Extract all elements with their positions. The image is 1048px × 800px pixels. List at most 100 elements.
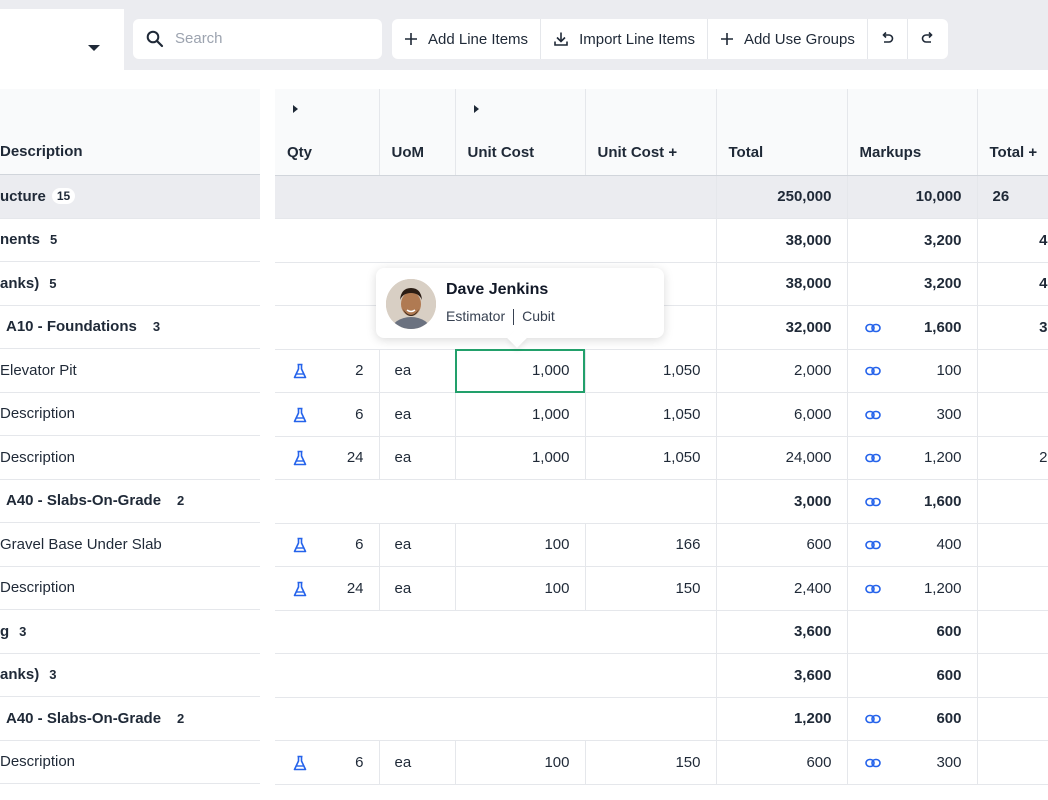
total-plus-cell[interactable] — [977, 349, 1048, 393]
total-cell[interactable]: 2,000 — [716, 349, 848, 393]
group-by-dropdown[interactable] — [0, 9, 124, 70]
flask-icon[interactable] — [293, 581, 307, 597]
unit-cost-cell-selected[interactable]: 1,000 — [455, 349, 586, 393]
total-plus-cell[interactable]: 4 — [977, 262, 1048, 306]
markups-cell[interactable]: 100 — [847, 349, 978, 393]
total-plus-cell[interactable] — [977, 566, 1048, 611]
unit-cost-plus-header[interactable]: Unit Cost + — [585, 89, 717, 176]
table-row[interactable]: 1,200 600 — [275, 697, 1048, 741]
total-cell[interactable]: 32,000 — [716, 305, 848, 350]
link-icon[interactable] — [864, 584, 881, 594]
total-cell[interactable]: 2,400 — [716, 566, 848, 611]
link-icon[interactable] — [864, 453, 881, 463]
unit-cost-plus-cell[interactable]: 1,050 — [585, 392, 717, 437]
expand-caret-icon[interactable] — [293, 105, 298, 113]
description-header[interactable]: Description — [0, 89, 260, 175]
flask-icon[interactable] — [293, 407, 307, 423]
line-item-row[interactable]: Description — [0, 741, 260, 784]
markups-cell[interactable]: 1,200 — [847, 566, 978, 611]
flask-icon[interactable] — [293, 537, 307, 553]
search-input[interactable]: Search — [133, 19, 382, 59]
group-row[interactable]: anks) 5 — [0, 262, 260, 306]
total-plus-cell[interactable]: 26 — [977, 175, 1048, 219]
group-row[interactable]: anks) 3 — [0, 654, 260, 697]
unit-cost-cell[interactable]: 100 — [455, 740, 586, 785]
total-plus-cell[interactable] — [977, 740, 1048, 785]
markups-cell[interactable]: 10,000 — [847, 175, 978, 219]
total-cell[interactable]: 250,000 — [716, 175, 848, 219]
link-icon[interactable] — [864, 323, 881, 333]
add-line-items-button[interactable]: Add Line Items — [392, 19, 542, 59]
uom-header[interactable]: UoM — [379, 89, 456, 176]
line-item-row[interactable]: Elevator Pit — [0, 349, 260, 393]
markups-cell[interactable]: 300 — [847, 392, 978, 437]
unit-cost-cell[interactable]: 100 — [455, 566, 586, 611]
total-cell[interactable]: 6,000 — [716, 392, 848, 437]
unit-cost-header[interactable]: Unit Cost — [455, 89, 586, 176]
line-item-row[interactable]: Description — [0, 436, 260, 480]
markups-cell[interactable]: 3,200 — [847, 262, 978, 306]
flask-icon[interactable] — [293, 755, 307, 771]
link-icon[interactable] — [864, 540, 881, 550]
markups-cell[interactable]: 600 — [847, 653, 978, 698]
total-cell[interactable]: 3,000 — [716, 479, 848, 524]
uom-cell[interactable]: ea — [379, 392, 456, 437]
qty-cell[interactable]: 6 — [275, 740, 380, 785]
markups-cell[interactable]: 1,600 — [847, 305, 978, 350]
line-item-row[interactable]: Description — [0, 393, 260, 436]
total-plus-cell[interactable] — [977, 697, 1048, 741]
total-cell[interactable]: 38,000 — [716, 218, 848, 263]
unit-cost-cell[interactable]: 1,000 — [455, 436, 586, 480]
table-row[interactable]: 24 ea 100 150 2,400 1,200 — [275, 566, 1048, 611]
qty-cell[interactable]: 6 — [275, 523, 380, 567]
uom-cell[interactable]: ea — [379, 740, 456, 785]
total-plus-cell[interactable]: 3 — [977, 305, 1048, 350]
total-cell[interactable]: 3,600 — [716, 653, 848, 698]
expand-caret-icon[interactable] — [473, 105, 479, 113]
flask-icon[interactable] — [293, 450, 307, 466]
link-icon[interactable] — [864, 714, 881, 724]
markups-cell[interactable]: 3,200 — [847, 218, 978, 263]
markups-cell[interactable]: 1,600 — [847, 479, 978, 524]
markups-cell[interactable]: 600 — [847, 610, 978, 654]
table-row[interactable]: 24 ea 1,000 1,050 24,000 1,200 2 — [275, 436, 1048, 480]
link-icon[interactable] — [864, 410, 881, 420]
total-plus-cell[interactable] — [977, 523, 1048, 567]
group-row[interactable]: A10 - Foundations 3 — [0, 306, 260, 349]
total-plus-header[interactable]: Total + — [977, 89, 1048, 176]
total-cell[interactable]: 600 — [716, 740, 848, 785]
unit-cost-cell[interactable]: 100 — [455, 523, 586, 567]
group-row[interactable]: A40 - Slabs-On-Grade 2 — [0, 697, 260, 741]
line-item-row[interactable]: Gravel Base Under Slab — [0, 523, 260, 567]
markups-cell[interactable]: 400 — [847, 523, 978, 567]
redo-button[interactable] — [908, 19, 948, 59]
import-line-items-button[interactable]: Import Line Items — [541, 19, 708, 59]
total-plus-cell[interactable] — [977, 610, 1048, 654]
total-plus-cell[interactable] — [977, 653, 1048, 698]
total-cell[interactable]: 24,000 — [716, 436, 848, 480]
table-row[interactable]: 2 ea 1,000 1,050 2,000 100 — [275, 349, 1048, 393]
uom-cell[interactable]: ea — [379, 566, 456, 611]
table-row[interactable]: 6 ea 1,000 1,050 6,000 300 — [275, 392, 1048, 437]
add-use-groups-button[interactable]: Add Use Groups — [708, 19, 868, 59]
total-plus-cell[interactable] — [977, 392, 1048, 437]
line-item-row[interactable]: Description — [0, 567, 260, 610]
uom-cell[interactable]: ea — [379, 436, 456, 480]
uom-cell[interactable]: ea — [379, 523, 456, 567]
total-cell[interactable]: 600 — [716, 523, 848, 567]
unit-cost-plus-cell[interactable]: 1,050 — [585, 349, 717, 393]
unit-cost-plus-cell[interactable]: 1,050 — [585, 436, 717, 480]
total-cell[interactable]: 1,200 — [716, 697, 848, 741]
table-row[interactable]: 3,600 600 — [275, 653, 1048, 698]
total-plus-cell[interactable] — [977, 479, 1048, 524]
table-row[interactable]: 3,600 600 — [275, 610, 1048, 654]
total-plus-cell[interactable]: 2 — [977, 436, 1048, 480]
table-row[interactable]: 3,000 1,600 — [275, 479, 1048, 524]
total-cell[interactable]: 38,000 — [716, 262, 848, 306]
table-row[interactable]: 38,000 3,200 4 — [275, 218, 1048, 263]
unit-cost-plus-cell[interactable]: 150 — [585, 740, 717, 785]
markups-cell[interactable]: 600 — [847, 697, 978, 741]
link-icon[interactable] — [864, 758, 881, 768]
flask-icon[interactable] — [293, 363, 307, 379]
